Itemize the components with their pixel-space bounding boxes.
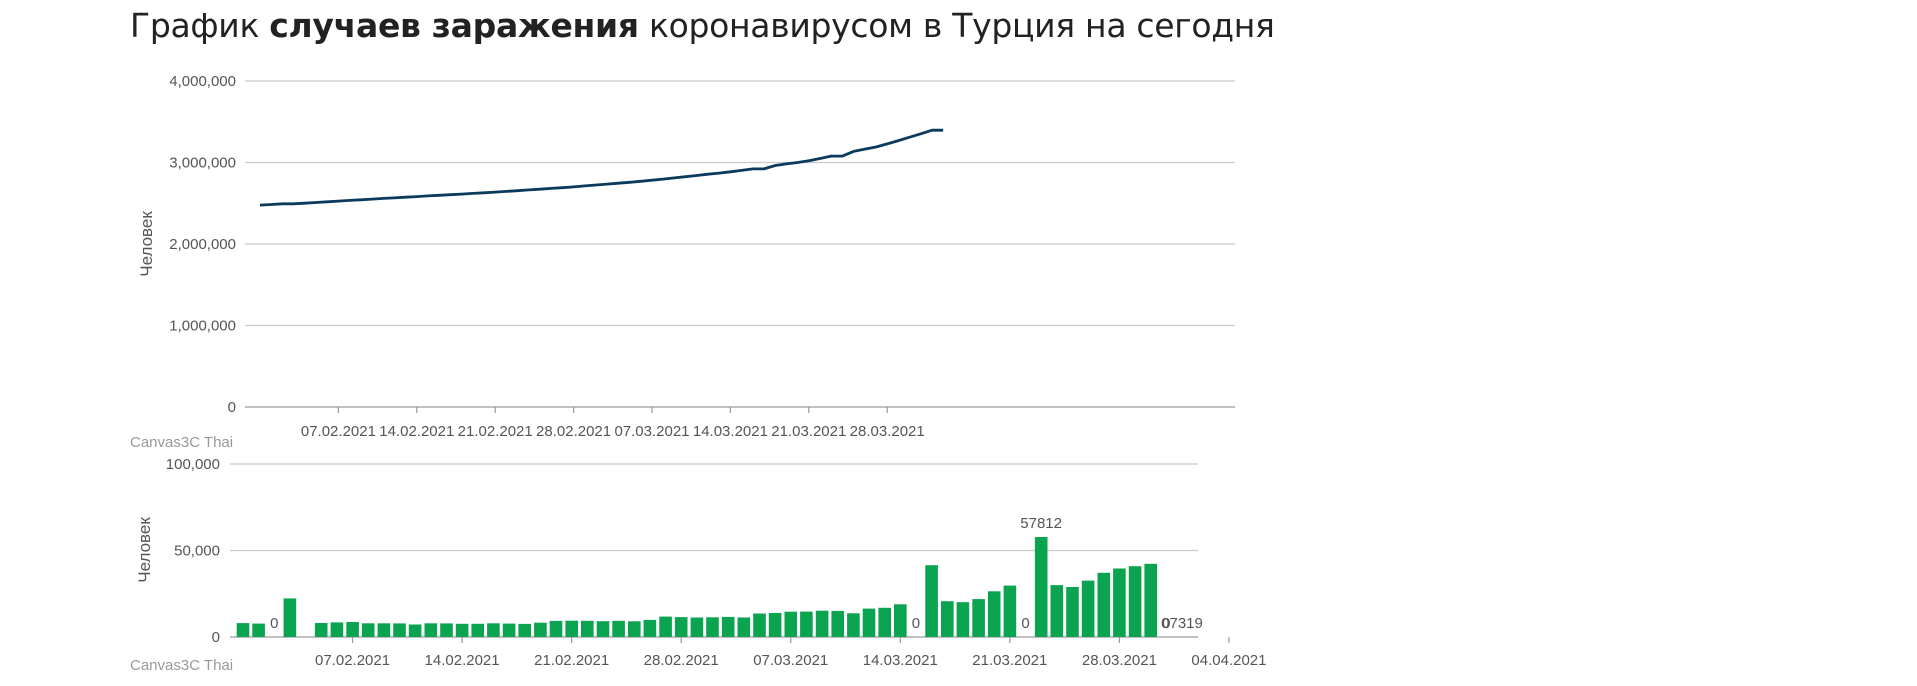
- bar: [549, 620, 563, 637]
- bar: [831, 610, 844, 637]
- y-tick-label: 3,000,000: [169, 155, 236, 172]
- bar: [784, 611, 798, 637]
- bar: [361, 623, 375, 637]
- y-tick-label: 2,000,000: [169, 236, 236, 253]
- bar: [455, 623, 469, 637]
- bar: [236, 623, 250, 637]
- x-tick-label: 21.02.2021: [458, 423, 533, 440]
- title-prefix: График: [130, 6, 270, 45]
- bar: [534, 622, 547, 637]
- y-tick-label: 1,000,000: [169, 318, 236, 335]
- bar: [502, 623, 516, 637]
- bar: [1081, 580, 1095, 637]
- bar: [1128, 566, 1142, 637]
- bar: [377, 623, 391, 637]
- y-axis-label: Человек: [135, 517, 154, 583]
- bar: [330, 622, 344, 637]
- bar: [518, 623, 531, 637]
- bar: [847, 613, 860, 637]
- bar: [314, 623, 328, 637]
- x-tick-label: 14.03.2021: [863, 652, 938, 669]
- bar: [941, 601, 954, 637]
- data-label: 0: [1021, 615, 1029, 632]
- x-tick-label: 14.02.2021: [425, 652, 500, 669]
- title-suffix: коронавирусом в Турция на сегодня: [638, 6, 1275, 45]
- bar: [815, 610, 829, 637]
- bar: [408, 624, 422, 637]
- bar: [737, 617, 751, 637]
- bar: [440, 623, 453, 637]
- series-line: [259, 128, 944, 207]
- x-tick-label: 21.03.2021: [771, 423, 846, 440]
- x-tick-label: 14.03.2021: [693, 423, 768, 440]
- bar: [1113, 568, 1126, 637]
- bar: [612, 620, 625, 637]
- bar: [706, 617, 719, 637]
- bar: [972, 599, 985, 637]
- data-label: 0: [1162, 615, 1170, 632]
- cutoff-text: Canvas3C Thai: [130, 434, 233, 451]
- bar: [987, 591, 1001, 637]
- bar: [862, 608, 876, 637]
- data-label: 0: [912, 615, 920, 632]
- bar: [471, 623, 484, 637]
- x-tick-label: 04.04.2021: [1191, 652, 1266, 669]
- x-tick-label: 28.03.2021: [1082, 652, 1157, 669]
- bar: [487, 623, 500, 637]
- bar: [1144, 563, 1157, 637]
- bar: [878, 607, 891, 637]
- y-tick-label: 4,000,000: [169, 73, 236, 90]
- bar: [800, 611, 813, 637]
- data-label: 07319: [1161, 615, 1203, 632]
- bar: [674, 617, 688, 637]
- bar: [596, 621, 610, 637]
- x-tick-label: 14.02.2021: [379, 423, 454, 440]
- bar: [768, 613, 782, 637]
- page-title: График случаев заражения коронавирусом в…: [130, 6, 1275, 45]
- bar: [1050, 585, 1064, 637]
- x-tick-label: 28.02.2021: [644, 652, 719, 669]
- x-tick-label: 21.02.2021: [534, 652, 609, 669]
- x-tick-label: 21.03.2021: [972, 652, 1047, 669]
- bar: [393, 623, 406, 637]
- bar: [894, 604, 907, 637]
- bar: [956, 602, 970, 637]
- bar: [252, 623, 265, 637]
- bar: [346, 622, 359, 637]
- bar: [1097, 572, 1111, 637]
- x-tick-label: 28.02.2021: [536, 423, 611, 440]
- title-bold: случаев заражения: [269, 6, 639, 45]
- data-label: 0: [270, 615, 278, 632]
- bar: [581, 620, 594, 637]
- bar: [283, 598, 297, 637]
- bar: [424, 623, 438, 637]
- x-tick-label: 07.03.2021: [753, 652, 828, 669]
- bar: [565, 620, 578, 637]
- y-tick-label: 0: [228, 399, 236, 416]
- y-tick-label: 0: [212, 629, 220, 646]
- bar: [659, 616, 672, 637]
- bar: [1034, 537, 1048, 637]
- bar: [721, 616, 735, 637]
- y-tick-label: 50,000: [174, 543, 220, 560]
- bar: [643, 619, 657, 637]
- x-tick-label: 07.02.2021: [315, 652, 390, 669]
- bar: [1003, 585, 1017, 637]
- bar: [753, 613, 766, 637]
- y-axis-label: Человек: [137, 211, 156, 277]
- y-tick-label: 100,000: [166, 456, 220, 473]
- data-label: 57812: [1020, 515, 1062, 532]
- x-tick-label: 07.03.2021: [614, 423, 689, 440]
- cutoff-text: Canvas3C Thai: [130, 657, 233, 674]
- x-tick-label: 28.03.2021: [850, 423, 925, 440]
- bar: [628, 621, 641, 637]
- bar: [690, 617, 704, 637]
- bar: [925, 565, 938, 637]
- bar: [1066, 587, 1079, 637]
- x-tick-label: 07.02.2021: [301, 423, 376, 440]
